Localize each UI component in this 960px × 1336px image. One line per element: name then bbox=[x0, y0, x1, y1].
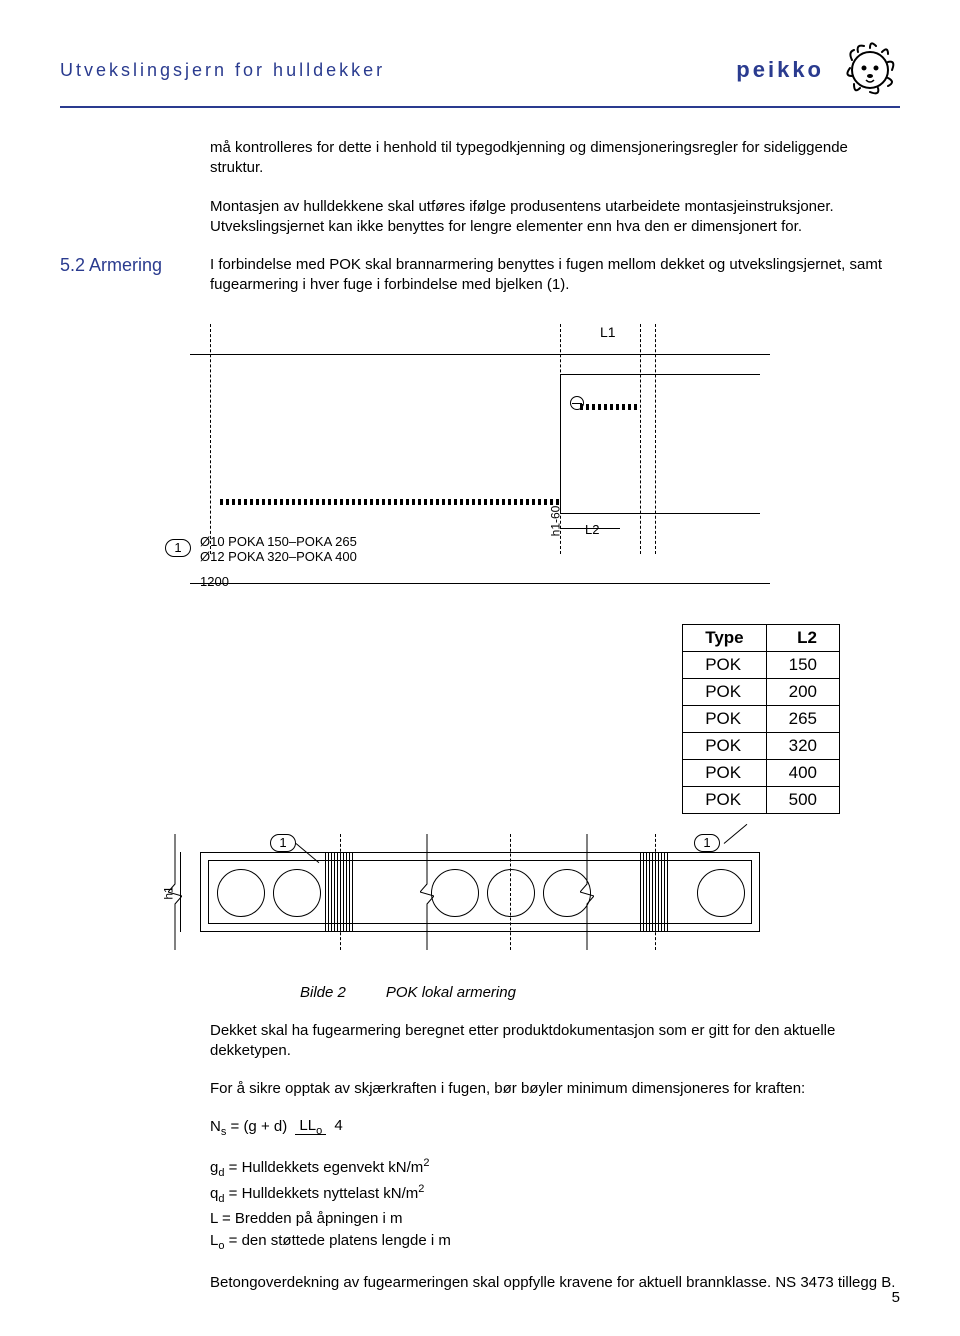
table-cell: 265 bbox=[766, 705, 839, 732]
diagram-cross-section: 1 1 h1 bbox=[140, 834, 820, 954]
dim-1200: 1200 bbox=[200, 574, 229, 589]
caption-label: Bilde 2 bbox=[300, 984, 346, 1001]
page-number: 5 bbox=[892, 1289, 900, 1306]
header-right: peikko bbox=[736, 40, 900, 100]
callout-1: 1 bbox=[165, 539, 191, 557]
table-cell: POK bbox=[683, 759, 766, 786]
table-header: L2 bbox=[766, 624, 839, 651]
callout-right: 1 bbox=[694, 834, 720, 852]
callout-left: 1 bbox=[270, 834, 296, 852]
table-header: Type bbox=[683, 624, 766, 651]
variable-definitions: gd = Hulldekkets egenvekt kN/m2 qd = Hul… bbox=[210, 1156, 900, 1255]
diagram-rebar-note: Ø10 POKA 150–POKA 265 Ø12 POKA 320–POKA … bbox=[200, 534, 357, 565]
lion-logo-icon bbox=[840, 40, 900, 100]
para-5: For å sikre opptak av skjærkraften i fug… bbox=[210, 1079, 900, 1099]
caption-row: Bilde 2 POK lokal armering Dekket skal h… bbox=[60, 984, 900, 1312]
para-4: Dekket skal ha fugearmering beregnet ett… bbox=[210, 1021, 900, 1062]
para-1: må kontrolleres for dette i henhold til … bbox=[210, 138, 900, 179]
table-cell: POK bbox=[683, 786, 766, 813]
table-cell: 200 bbox=[766, 678, 839, 705]
header-title: Utvekslingsjern for hulldekker bbox=[60, 60, 385, 81]
table-cell: 320 bbox=[766, 732, 839, 759]
table-cell: POK bbox=[683, 651, 766, 678]
label-l2: L2 bbox=[585, 522, 599, 537]
table-cell: 400 bbox=[766, 759, 839, 786]
para-3: I forbindelse med POK skal brannarmering… bbox=[210, 255, 900, 296]
section-5-2: 5.2 Armering I forbindelse med POK skal … bbox=[60, 255, 900, 314]
caption-text: POK lokal armering bbox=[386, 984, 516, 1001]
table-cell: 500 bbox=[766, 786, 839, 813]
formula-ns: Ns = (g + d) LLo 4 bbox=[210, 1117, 900, 1138]
para-2: Montasjen av hulldekkene skal utføres if… bbox=[210, 197, 900, 238]
table-cell: 150 bbox=[766, 651, 839, 678]
diagram-plan-view: L1 1 Ø10 POKA 150–POKA 265 Ø12 POKA 320–… bbox=[140, 324, 820, 604]
brand-name: peikko bbox=[736, 57, 824, 83]
label-h1: h1 bbox=[162, 886, 176, 899]
type-l2-table: Type L2 POK150 POK200 POK265 POK320 POK4… bbox=[682, 624, 840, 814]
type-table-wrap: Type L2 POK150 POK200 POK265 POK320 POK4… bbox=[60, 624, 840, 814]
intro-block: må kontrolleres for dette i henhold til … bbox=[60, 138, 900, 255]
para-6: Betongoverdekning av fugearmeringen skal… bbox=[210, 1273, 900, 1293]
label-h1-60: h1-60 bbox=[548, 505, 562, 536]
page-header: Utvekslingsjern for hulldekker peikko bbox=[60, 40, 900, 108]
table-cell: POK bbox=[683, 705, 766, 732]
table-cell: POK bbox=[683, 732, 766, 759]
label-l1: L1 bbox=[600, 324, 616, 340]
section-number: 5.2 Armering bbox=[60, 255, 190, 276]
figure-caption: Bilde 2 POK lokal armering bbox=[300, 984, 900, 1001]
table-cell: POK bbox=[683, 678, 766, 705]
